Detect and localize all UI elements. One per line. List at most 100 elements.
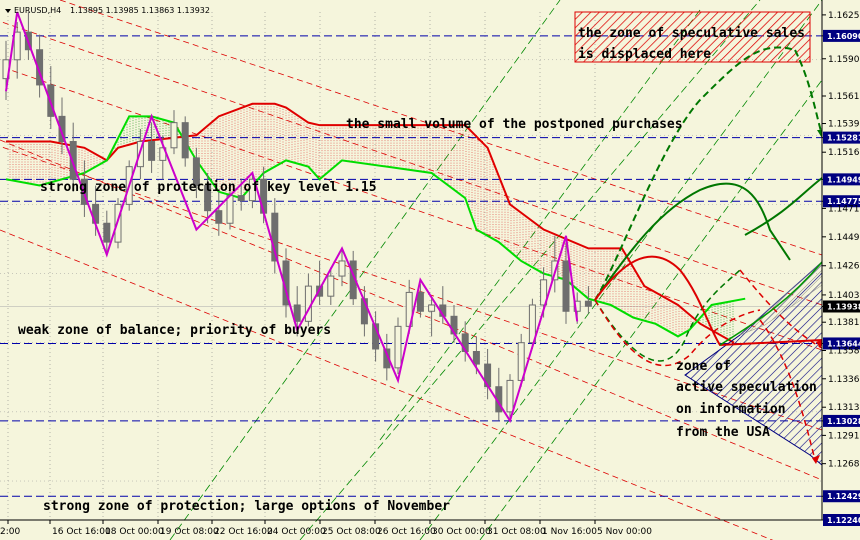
price-tick-label: 1.15393	[828, 120, 860, 130]
channel-red-line	[0, 229, 774, 540]
candle-body	[248, 178, 256, 202]
level-price-label: 1.15281	[827, 134, 860, 143]
arrow-red-low	[812, 455, 820, 464]
annotation-speculative-sales-2: is displaced here	[578, 47, 711, 62]
level-price-label: 1.12240	[827, 516, 860, 525]
candle-body	[148, 141, 156, 161]
candle-body	[383, 348, 391, 369]
price-tick-label: 1.15908	[828, 55, 860, 65]
forecast-green-right	[744, 177, 823, 236]
level-price-box	[823, 414, 860, 427]
channel-green-line	[379, 9, 701, 441]
zigzag-line	[5, 11, 579, 424]
candles	[2, 12, 592, 421]
level-price-label: 1.14949	[827, 175, 860, 184]
price-tick-label: 1.14718	[828, 204, 860, 214]
kijun-sen-line	[6, 102, 735, 344]
annotation-balance-zone: weak zone of balance; priority of buyers	[18, 323, 331, 338]
forecast-green-dashed-down	[794, 49, 823, 136]
annotation-speculative-sales-1: the zone of speculative sales	[578, 26, 805, 41]
ichimoku-cloud	[9, 103, 734, 343]
candle-body	[13, 31, 21, 61]
time-tick-label: 22 Oct 16:00	[214, 527, 273, 537]
candle-body	[204, 185, 212, 212]
channel-red-line	[0, 145, 823, 431]
forecast-red-solid	[594, 255, 823, 347]
forecast-green-dashed-top	[594, 46, 796, 301]
price-tick-label: 1.13363	[828, 375, 860, 385]
annotations: the small volume of the postponed purcha…	[18, 26, 817, 514]
time-tick-label: 5 Nov 00:00	[597, 527, 652, 537]
annotation-november-options: strong zone of protection; large options…	[43, 499, 450, 514]
channel-red-line	[59, 0, 823, 256]
time-tick-label: 25 Oct 08:00	[322, 527, 381, 537]
candle-body	[69, 141, 77, 180]
channel-red-line	[0, 20, 823, 306]
annotation-key-level: strong zone of protection of key level 1…	[40, 180, 377, 195]
channel-green-line	[169, 0, 561, 540]
grid	[0, 12, 822, 520]
candle-body	[293, 304, 301, 322]
time-tick-label: 2:00	[0, 527, 20, 537]
candle-body	[103, 222, 111, 243]
annotation-active-speculation-3: on information	[676, 402, 786, 417]
level-price-label: 1.13028	[827, 417, 860, 426]
candle-body	[394, 325, 402, 369]
candle-body	[472, 351, 480, 365]
forecast-paths	[594, 46, 827, 490]
level-price-box	[823, 29, 860, 42]
forecast-red-dashed-2	[739, 269, 823, 349]
current-price-label: 1.13938	[827, 302, 860, 311]
channel-red-line	[0, 65, 823, 351]
annotation-active-speculation-1: zone of	[676, 359, 731, 374]
forecast-green-up	[594, 182, 791, 301]
annotation-active-speculation-2: active speculation	[676, 380, 817, 395]
candle-body	[338, 260, 346, 277]
price-tick-label: 1.13137	[828, 403, 860, 413]
time-tick-label: 19 Oct 08:00	[160, 527, 219, 537]
speculative-sales-zone	[574, 11, 811, 63]
symbol-dropdown-icon[interactable]	[5, 9, 11, 13]
ohlc-values: 1.13895 1.13985 1.13863 1.13932	[70, 6, 210, 15]
kijun-path	[6, 102, 735, 344]
price-tick-label: 1.12913	[828, 431, 860, 441]
price-tick-label: 1.13588	[828, 346, 860, 356]
time-tick-label: 26 Oct 16:00	[377, 527, 436, 537]
candle-body	[416, 291, 424, 312]
time-tick-label: 24 Oct 00:00	[267, 527, 326, 537]
symbol-header: EURUSD,H4 1.13895 1.13985 1.13863 1.1393…	[5, 6, 210, 15]
level-price-box	[823, 131, 860, 144]
candle-body	[271, 212, 279, 262]
level-price-label: 1.14775	[827, 197, 860, 206]
price-tick-label: 1.14030	[828, 291, 860, 301]
price-axis[interactable]: 1.16257 1.16090 1.15908 1.15612 1.15393 1.152…	[821, 0, 860, 540]
forecast-green-lower	[719, 261, 823, 346]
level-price-box	[823, 514, 860, 526]
price-tick-label: 1.14492	[828, 233, 860, 243]
candle-body	[304, 285, 312, 322]
level-price-label: 1.13644	[827, 339, 860, 348]
price-tick-label: 1.16257	[828, 11, 860, 21]
candle-body	[562, 260, 570, 312]
price-axis-bg	[822, 0, 860, 540]
annotation-active-speculation-4: from the USA	[676, 425, 770, 440]
symbol-label: EURUSD,H4	[14, 6, 61, 15]
level-price-box	[823, 337, 860, 350]
level-price-label: 1.16090	[827, 32, 860, 41]
candle-body	[170, 122, 178, 149]
candle-body	[584, 300, 592, 307]
annotation-postponed-purchases: the small volume of the postponed purcha…	[346, 117, 683, 132]
zigzag-path	[5, 11, 579, 424]
level-price-box	[823, 490, 860, 503]
candle-body	[226, 195, 234, 224]
time-tick-label: 16 Oct 16:00	[52, 527, 111, 537]
candle-body	[181, 122, 189, 159]
candle-body	[215, 210, 223, 224]
price-tick-label: 1.12688	[828, 460, 860, 470]
candle-body	[573, 300, 581, 312]
level-price-box	[823, 195, 860, 208]
